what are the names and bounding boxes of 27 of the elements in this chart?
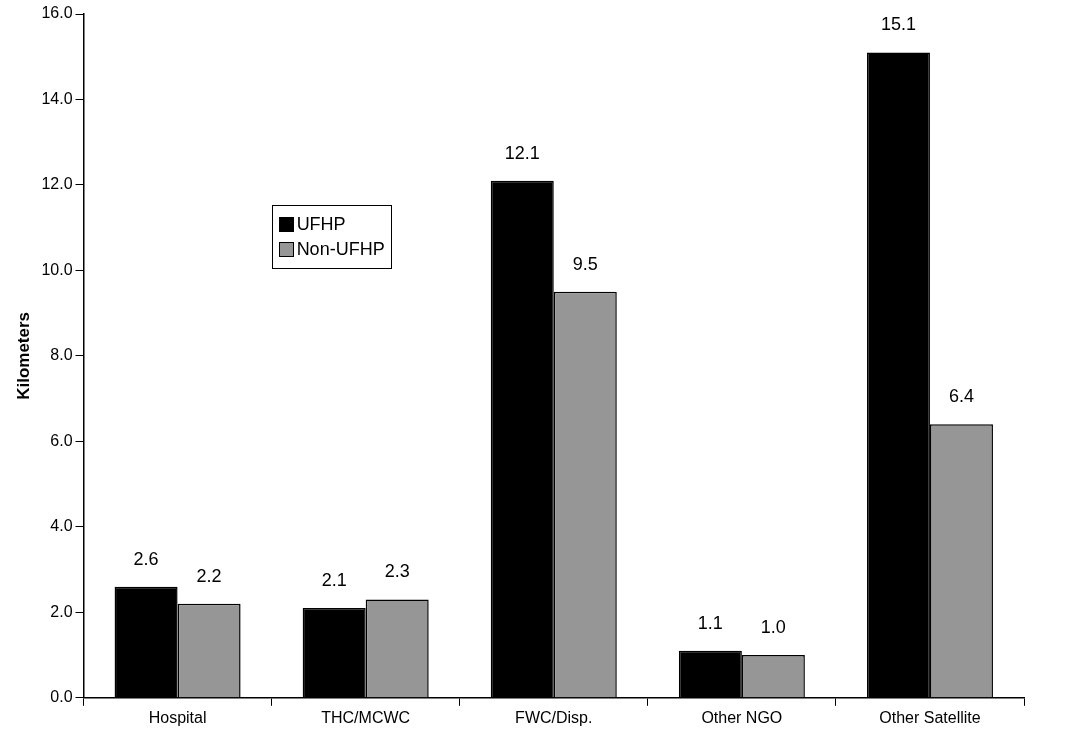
data-label: 9.5 xyxy=(572,253,598,274)
data-label: 2.2 xyxy=(196,565,222,586)
y-tick-label: 14.0 xyxy=(41,89,73,107)
data-label: 2.3 xyxy=(384,561,410,582)
x-tick-label: Other NGO xyxy=(701,708,783,726)
data-label: 2.6 xyxy=(133,548,159,569)
y-tick-label: 8.0 xyxy=(50,346,73,364)
y-tick-label: 16.0 xyxy=(41,4,73,22)
data-label: 6.4 xyxy=(948,386,974,407)
y-tick-label: 4.0 xyxy=(50,517,73,535)
data-label: 1.1 xyxy=(697,612,723,633)
y-tick-label: 10.0 xyxy=(41,260,73,278)
x-tick-label: Other Satellite xyxy=(879,708,981,726)
y-tick-label: 6.0 xyxy=(50,431,73,449)
data-label: 2.1 xyxy=(321,570,347,591)
y-tick-label: 2.0 xyxy=(50,602,73,620)
legend-label: UFHP xyxy=(296,214,346,236)
y-tick-label: 0.0 xyxy=(50,688,73,706)
x-tick-label: FWC/Disp. xyxy=(515,708,593,726)
legend-label: Non-UFHP xyxy=(296,239,385,261)
x-tick-label: THC/MCWC xyxy=(321,708,411,726)
data-label: 1.0 xyxy=(760,617,786,638)
y-axis-title: Kilometers xyxy=(13,311,33,400)
x-tick-label: Hospital xyxy=(148,708,207,726)
data-label: 15.1 xyxy=(880,14,916,35)
y-tick-label: 12.0 xyxy=(41,175,73,193)
data-label: 12.1 xyxy=(504,142,540,163)
